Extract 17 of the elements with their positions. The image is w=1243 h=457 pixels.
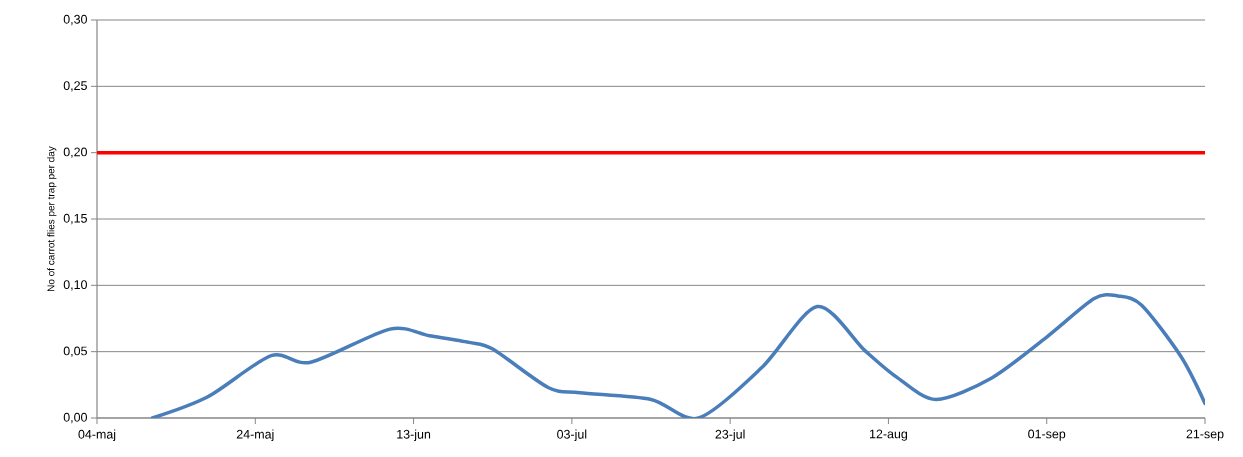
y-tick-label: 0,05 bbox=[63, 346, 87, 357]
x-tick-label: 04-maj bbox=[78, 429, 116, 442]
y-tick-label: 0,00 bbox=[63, 412, 87, 424]
x-tick-label: 21-sep bbox=[1186, 429, 1224, 441]
x-tick-label: 24-maj bbox=[236, 429, 274, 442]
x-tick-label: 13-jun bbox=[397, 429, 431, 442]
x-tick-label: 12-aug bbox=[870, 429, 908, 441]
x-tick-label: 03-jul bbox=[557, 429, 587, 442]
x-tick-label: 01-sep bbox=[1028, 429, 1066, 441]
y-tick-label: 0,20 bbox=[63, 147, 87, 158]
line-series bbox=[150, 293, 1205, 418]
y-tick-label: 0,10 bbox=[63, 280, 87, 291]
x-tick-label: 23-jul bbox=[715, 429, 745, 442]
y-tick-label: 0,30 bbox=[63, 14, 87, 26]
y-tick-label: 0,25 bbox=[63, 81, 87, 92]
y-axis-title: No of carrot flies per trap per day bbox=[47, 146, 57, 291]
y-tick-label: 0,15 bbox=[63, 213, 87, 225]
